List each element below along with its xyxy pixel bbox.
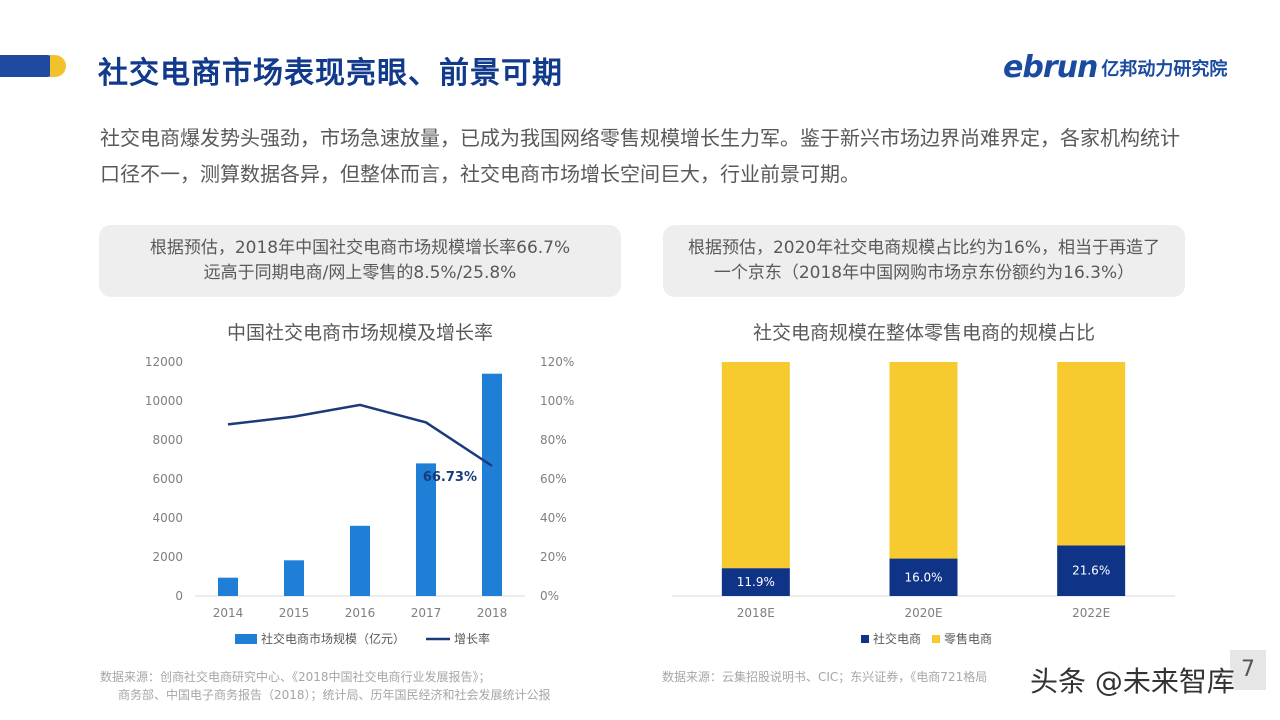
chart1-bar [350,525,370,596]
chart1-y-right-tick: 0% [540,589,559,603]
chart1-y-left-tick: 8000 [152,433,183,447]
chart1-x-tick: 2018 [477,606,508,620]
chart2-bar-retail [1057,362,1126,546]
chart2-bar-retail [721,362,790,569]
page-title: 社交电商市场表现亮眼、前景可期 [98,56,563,91]
watermark: 头条 @未来智库 [1030,665,1235,698]
chart1-legend-line-label: 增长率 [454,631,490,646]
chart1-x-tick: 2016 [345,606,376,620]
chart1-y-left-tick: 12000 [145,355,183,369]
chart2-legend-social-swatch [861,635,869,643]
intro-text: 社交电商爆发势头强劲，市场急速放量，已成为我国网络零售规模增长生力军。鉴于新兴市… [100,126,1180,186]
chart1-y-right-tick: 20% [540,550,567,564]
chart1-bar [482,373,502,596]
callout-right-text: 根据预估，2020年社交电商规模占比约为16%，相当于再造了一个京东（2018年… [687,238,1161,283]
chart1-x-tick: 2014 [213,606,244,620]
chart1-title: 中国社交电商市场规模及增长率 [226,322,493,344]
chart1-legend-bar-swatch [235,634,257,644]
chart2-bar-social [889,558,958,596]
chart1-annotation: 66.73% [423,470,477,485]
callout-left-line2: 远高于同期电商/网上零售的8.5%/25.8% [203,263,517,283]
callout-left: 根据预估，2018年中国社交电商市场规模增长率66.7% 远高于同期电商/网上零… [99,225,621,297]
chart2-title: 社交电商规模在整体零售电商的规模占比 [752,322,1095,344]
chart1-y-left-tick: 6000 [152,472,183,486]
chart1-y-right-tick: 60% [540,472,567,486]
chart2-x-tick: 2020E [904,606,942,620]
chart2-legend-retail-swatch [932,635,940,643]
chart2-x-tick: 2018E [737,606,775,620]
accent-dot [50,55,66,77]
chart1: 0 2000 4000 6000 8000 10000 12000 0% 20% 40% 60% 80… [145,355,575,646]
logo-word: ebrun [1003,50,1098,85]
chart2-bar-retail [889,362,958,559]
chart2-data-label: 21.6% [1072,564,1110,578]
chart2-data-label: 11.9% [737,575,775,589]
chart1-y-left-tick: 4000 [152,511,183,525]
chart1-bar [284,560,304,596]
chart1-y-right-tick: 80% [540,433,567,447]
chart1-y-left-tick: 0 [175,589,183,603]
callout-left-line1: 根据预估，2018年中国社交电商市场规模增长率66.7% [149,238,571,258]
source-left-line1: 数据来源：创商社交电商研究中心、《2018中国社交电商行业发展报告》； [100,670,491,684]
ebrun-logo: ebrun 亿邦动力研究院 [1003,50,1227,85]
page-number: 7 [1230,650,1266,690]
chart2-legend-retail-label: 零售电商 [944,631,992,646]
chart1-bar [218,577,238,596]
chart1-y-right-tick: 120% [540,355,574,369]
chart1-legend-bar-label: 社交电商市场规模（亿元） [261,631,405,646]
chart1-x-tick: 2015 [279,606,310,620]
source-left: 数据来源：创商社交电商研究中心、《2018中国社交电商行业发展报告》； 商务部、… [100,668,620,704]
chart1-y-left-tick: 2000 [152,550,183,564]
chart2-x-tick: 2022E [1072,606,1110,620]
chart1-growth-line [227,403,493,467]
chart1-x-tick: 2017 [411,606,442,620]
logo-cn: 亿邦动力研究院 [1101,58,1228,80]
chart2-data-label: 16.0% [904,570,942,584]
chart2-bar-social [1057,545,1126,596]
chart1-y-left-tick: 10000 [145,394,183,408]
accent-bar [0,55,58,77]
chart1-bar [416,463,436,596]
chart1-y-right-tick: 100% [540,394,574,408]
chart2-bar-social [721,568,790,596]
chart2-legend-social-label: 社交电商 [873,631,921,646]
chart1-y-right-tick: 40% [540,511,567,525]
callout-right: 根据预估，2020年社交电商规模占比约为16%，相当于再造了一个京东（2018年… [663,225,1185,297]
source-left-line2: 商务部、中国电子商务报告（2018）；统计局、历年国民经济和社会发展统计公报 [118,688,551,702]
source-right: 数据来源：云集招股说明书、CIC；东兴证券，《电商721格局 [662,670,988,684]
chart2: 11.9% 2018E 16.0% 2020E 21.6% 2022E 社交电商 零售电商 [672,362,1175,646]
